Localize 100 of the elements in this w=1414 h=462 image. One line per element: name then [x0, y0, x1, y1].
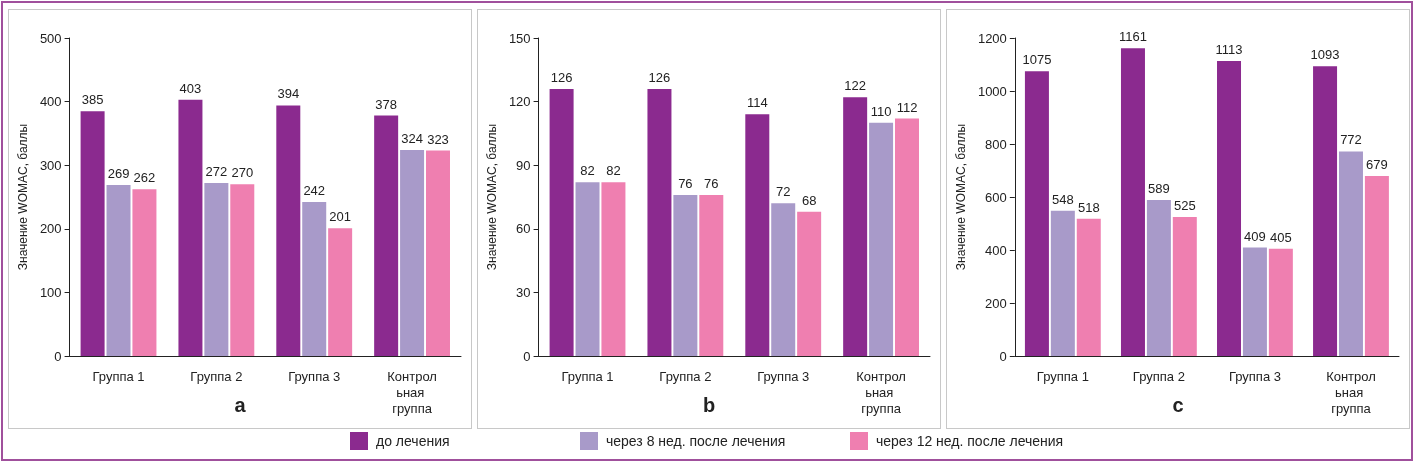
y-tick-label: 1200 — [977, 30, 1007, 46]
data-label: 548 — [1051, 191, 1074, 207]
data-label: 68 — [801, 192, 817, 208]
data-label: 772 — [1340, 132, 1362, 148]
bar — [1024, 71, 1049, 356]
text: b — [702, 394, 716, 416]
data-label: 270 — [231, 165, 254, 181]
data-label: 405 — [1270, 229, 1292, 245]
x-tick-label: Группа 2 — [1132, 368, 1185, 384]
bar — [178, 99, 203, 356]
bar — [374, 115, 399, 356]
bar — [1120, 48, 1145, 356]
bar — [204, 183, 229, 356]
y-axis-title: Значение WOMAC, баллы — [954, 123, 968, 271]
x-tick-label: Группа 1 — [561, 368, 614, 384]
bar — [1268, 248, 1293, 356]
x-tick-label: Группа 3 — [757, 368, 810, 384]
y-tick-label: 600 — [985, 189, 1007, 205]
x-tick-label: Группа 3 — [288, 368, 341, 384]
data-label: 518 — [1077, 199, 1100, 215]
y-axis-title: Значение WOMAC, баллы — [16, 123, 30, 271]
data-label: 269 — [107, 165, 130, 181]
legend-label: через 12 нед. после лечения — [876, 433, 1064, 449]
data-label: 1161 — [1118, 29, 1147, 45]
y-tick-label: 400 — [985, 242, 1007, 258]
bar — [1242, 247, 1267, 356]
bar — [797, 211, 822, 356]
x-tick-label: Группа 2 — [190, 368, 243, 384]
data-label: 394 — [277, 86, 300, 102]
data-label: 76 — [704, 175, 719, 191]
y-tick-label: 0 — [54, 348, 62, 364]
data-label: 122 — [844, 78, 867, 94]
bar — [601, 182, 626, 356]
data-label: 323 — [427, 131, 449, 147]
bar — [894, 118, 919, 356]
y-tick-label: 200 — [39, 221, 62, 237]
y-tick-label: 90 — [516, 157, 531, 173]
y-tick-label: 120 — [508, 94, 531, 110]
bar — [771, 203, 796, 356]
data-label: 324 — [401, 130, 423, 146]
bar — [230, 184, 255, 356]
data-label: 525 — [1173, 197, 1196, 213]
data-label: 82 — [580, 163, 595, 179]
x-tick-label: Группа 2 — [659, 368, 712, 384]
bar — [1050, 210, 1075, 356]
x-tick-label: Группа 1 — [92, 368, 145, 384]
bar — [132, 189, 157, 356]
data-label: 126 — [648, 69, 671, 85]
bar — [1338, 151, 1363, 356]
bar — [1217, 61, 1242, 356]
data-label: 409 — [1244, 228, 1266, 244]
bar — [869, 122, 894, 356]
x-tick-label: Контрольная группа — [1326, 368, 1376, 416]
y-tick-label: 100 — [39, 284, 62, 300]
y-axis-title: Значение WOMAC, баллы — [485, 123, 499, 271]
data-label: 242 — [303, 183, 326, 199]
bar — [400, 149, 425, 356]
data-label: 403 — [179, 80, 202, 96]
bar — [425, 150, 450, 356]
bar — [302, 202, 327, 356]
x-tick-label: Контрольная группа — [856, 368, 906, 416]
data-label: 72 — [775, 184, 791, 200]
data-label: 262 — [133, 170, 156, 186]
x-tick-label: Контрольная группа — [387, 368, 437, 416]
bar — [673, 194, 698, 356]
data-label: 126 — [550, 69, 573, 85]
data-label: 1075 — [1022, 52, 1052, 68]
y-tick-label: 0 — [999, 348, 1007, 364]
legend-label: через 8 нед. после лечения — [606, 433, 786, 449]
x-tick-label: Группа 1 — [1036, 368, 1089, 384]
data-label: 82 — [606, 163, 621, 179]
data-label: 76 — [678, 175, 693, 191]
bar — [549, 88, 574, 356]
bar — [106, 184, 131, 356]
y-tick-label: 300 — [39, 157, 62, 173]
y-tick-label: 150 — [508, 30, 531, 46]
data-label: 1093 — [1310, 47, 1340, 63]
data-label: 112 — [896, 99, 918, 115]
data-label: 201 — [329, 209, 351, 225]
bar — [1146, 199, 1171, 356]
text: a — [234, 394, 247, 416]
data-label: 679 — [1366, 157, 1388, 173]
bar — [647, 88, 672, 356]
bar — [745, 114, 770, 356]
data-label: 378 — [375, 96, 398, 112]
y-tick-label: 200 — [985, 295, 1007, 311]
y-tick-label: 0 — [523, 348, 531, 364]
data-label: 1113 — [1215, 42, 1243, 58]
y-tick-label: 1000 — [977, 83, 1007, 99]
bar — [1364, 176, 1389, 356]
x-tick-label: Группа 3 — [1228, 368, 1281, 384]
bar — [276, 105, 301, 356]
bar — [1172, 216, 1197, 356]
bar — [1076, 218, 1101, 356]
y-tick-label: 500 — [39, 30, 62, 46]
bar — [328, 228, 353, 356]
data-label: 272 — [205, 164, 228, 180]
y-tick-label: 400 — [39, 94, 62, 110]
bar — [843, 97, 868, 356]
bar — [699, 194, 724, 356]
